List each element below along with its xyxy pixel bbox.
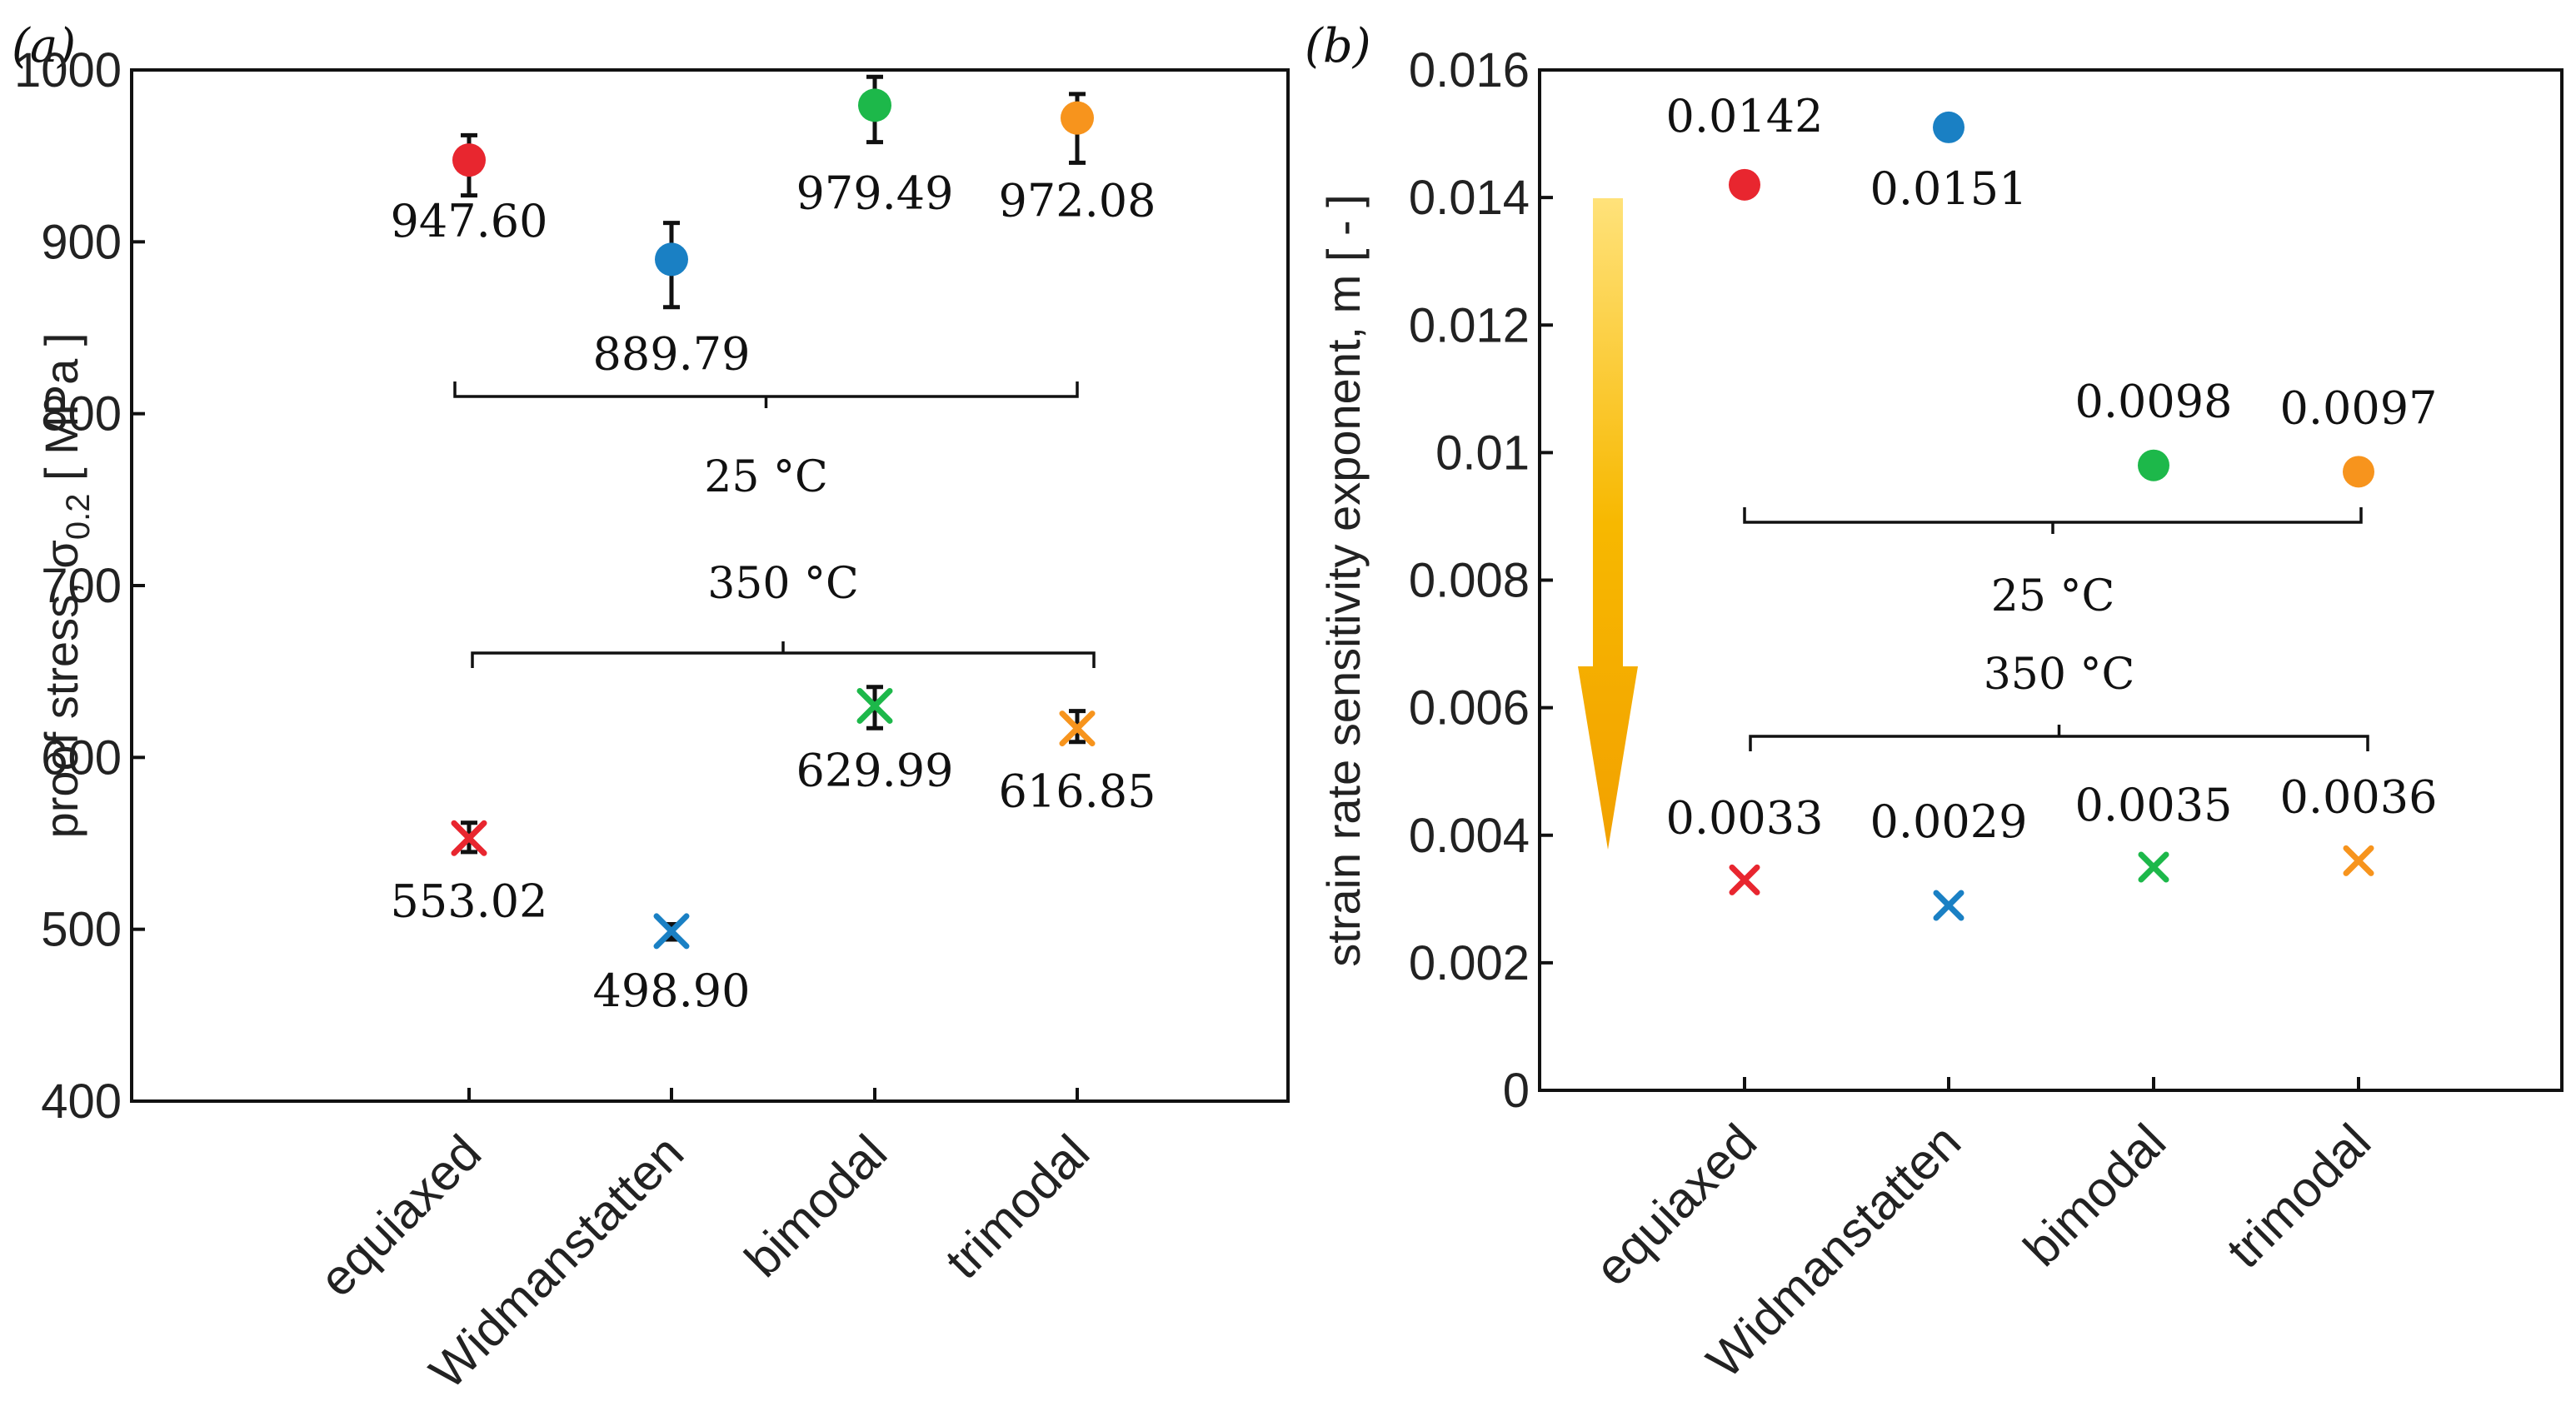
panel-a-y-tick-label: 800: [41, 387, 122, 441]
panel-a-group-label: 350 °C: [707, 559, 859, 609]
panel-a-category-label: bimodal: [734, 1124, 897, 1288]
panel-a-data-label: 553.02: [391, 875, 548, 927]
panel-b-data-label: 0.0151: [1870, 162, 2028, 215]
panel-b-y-axis-label: strain rate sensitivity exponent, m [ - …: [1317, 194, 1370, 966]
panel-a-group-brace: [453, 381, 1079, 408]
panel-a-group-brace: [471, 641, 1096, 668]
panel-a-y-label-unit: [ MPa ]: [35, 333, 87, 494]
panel-a-y-tick-label: 400: [41, 1074, 122, 1129]
panel-b-group-brace: [1743, 507, 2363, 534]
panel-a-point-350c: [653, 913, 690, 950]
panel-a-y-tick-label: 700: [41, 559, 122, 613]
panel-a-label: (a): [12, 19, 76, 73]
panel-a-y-tick-label: 600: [41, 730, 122, 785]
panel-b-y-tick-label: 0.002: [1409, 936, 1530, 990]
panel-b-point-25c: [2343, 456, 2374, 488]
panel-a-category-label: trimodal: [935, 1124, 1100, 1289]
panel-a-data-label: 616.85: [999, 765, 1156, 818]
panel-b-y-tick-label: 0.006: [1409, 681, 1530, 735]
panel-a-data-label: 498.90: [593, 965, 751, 1017]
panel-a-y-axis-label: proof stress, σ0.2 [ MPa ]: [35, 333, 97, 839]
panel-b-group-brace: [1749, 725, 2369, 751]
panel-b-category-label: trimodal: [2216, 1114, 2381, 1279]
panel-b-point-350c: [1729, 864, 1760, 895]
panel-b-y-tick-label: 0: [1503, 1064, 1530, 1118]
panel-a-y-tick-label: 500: [41, 903, 122, 957]
panel-b-point-350c: [2343, 845, 2374, 876]
panel-b-group-label: 350 °C: [1984, 650, 2135, 700]
panel-b-data-label: 0.0036: [2280, 770, 2438, 823]
panel-b-y-tick-label: 0.016: [1409, 43, 1530, 97]
panel-a-proof-stress: (a) 400 500 600 700 800 900 1000 proof stress,…: [12, 19, 1290, 1399]
panel-b-data-marks: 0.0142 0.0151 0.0098 0.0097 0.0033 0.0029 0.00…: [1666, 90, 2438, 921]
panel-b-strain-rate-sensitivity: (b) 00.0020.0040.0060.0080.010.0120.0140…: [1305, 19, 2564, 1389]
panel-b-point-350c: [2138, 851, 2169, 883]
panel-a-y-tick-label: 900: [41, 215, 122, 269]
panel-a-point-25c: [452, 143, 486, 177]
panel-a-data-label: 889.79: [593, 327, 751, 380]
panel-b-category-label: bimodal: [2013, 1114, 2176, 1277]
panel-b-data-label: 0.0033: [1666, 791, 1824, 844]
panel-b-point-350c: [1933, 890, 1964, 921]
decreasing-trend-arrow: [1578, 198, 1638, 850]
panel-b-group-braces: 25 °C 350 °C: [1743, 507, 2369, 751]
panel-a-group-braces: 25 °C 350 °C: [453, 381, 1096, 668]
panel-b-y-tick-label: 0.012: [1409, 298, 1530, 352]
panel-b-data-label: 0.0098: [2075, 376, 2233, 428]
panel-b-point-25c: [2138, 449, 2169, 481]
panel-a-data-label: 629.99: [796, 744, 954, 796]
panel-a-point-350c: [1059, 711, 1096, 747]
panel-a-data-marks: 947.60 889.79 979.49 972.08 553.02 498.90 629.…: [391, 74, 1156, 1017]
panel-b-label: (b): [1305, 19, 1371, 73]
panel-b-group-label: 25 °C: [1991, 571, 2114, 621]
panel-a-y-label-subscript: 0.2: [60, 494, 97, 541]
panel-a-data-label: 947.60: [391, 195, 548, 247]
panel-a-y-tick-label: 1000: [14, 43, 122, 97]
panel-b-y-tick-label: 0.008: [1409, 554, 1530, 608]
panel-b-data-label: 0.0029: [1870, 795, 2028, 848]
panel-b-point-25c: [1933, 111, 1964, 143]
panel-a-point-25c: [1061, 101, 1094, 135]
panel-b-data-label: 0.0035: [2075, 779, 2233, 831]
panel-b-data-label: 0.0097: [2280, 381, 2438, 434]
panel-b-y-ticks: 0 0.002 0.004 0.006 0.008 0.01 0.012 0.014 0.016: [1409, 43, 1553, 1118]
panel-a-category-label: equiaxed: [309, 1124, 492, 1308]
panel-b-y-tick-label: 0.014: [1409, 171, 1530, 225]
panel-b-data-label: 0.0142: [1666, 90, 1824, 142]
panel-a-group-label: 25 °C: [704, 452, 827, 502]
panel-a-data-label: 972.08: [999, 175, 1156, 227]
panel-a-data-label: 979.49: [796, 167, 954, 219]
panel-b-point-25c: [1729, 168, 1760, 201]
panel-a-point-25c: [858, 88, 891, 122]
panel-a-point-350c: [451, 820, 487, 856]
panel-a-point-350c: [856, 687, 893, 724]
panel-a-y-label-main: proof stress, σ: [35, 540, 87, 838]
panel-b-y-tick-label: 0.004: [1409, 809, 1530, 863]
panel-b-y-tick-label: 0.01: [1435, 426, 1530, 480]
panel-b-category-label: equiaxed: [1585, 1114, 1768, 1297]
panel-a-y-ticks: 400 500 600 700 800 900 1000: [14, 43, 145, 1129]
panel-a-point-25c: [655, 242, 688, 277]
